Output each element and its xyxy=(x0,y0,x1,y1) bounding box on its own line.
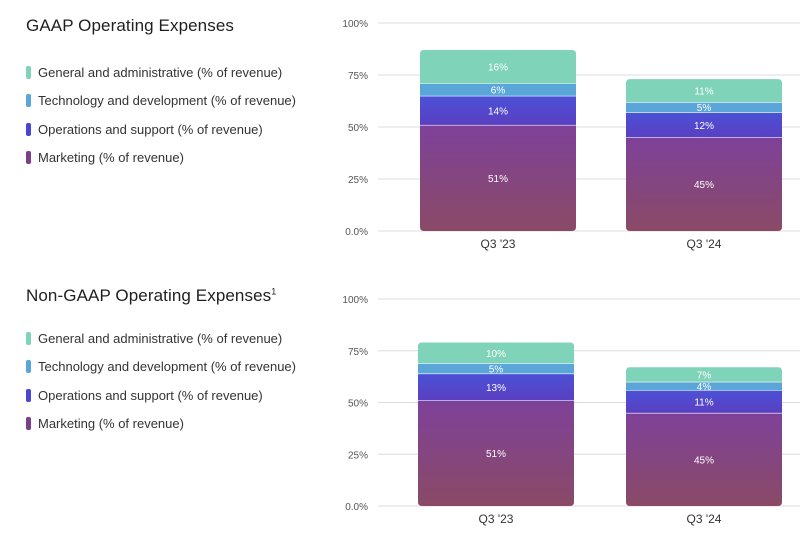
legend-label-general-admin: General and administrative (% of revenue… xyxy=(38,330,283,346)
gaap-chart-title: GAAP Operating Expenses xyxy=(26,16,234,36)
bar-segment-operations xyxy=(626,112,782,138)
bar-segment-marketing xyxy=(626,412,782,506)
x-tick-label: Q3 '24 xyxy=(687,237,722,251)
bar-data-label: 16% xyxy=(488,63,508,74)
x-tick-label: Q3 '24 xyxy=(687,512,722,526)
bar-data-label: 45% xyxy=(694,455,714,466)
legend-label-marketing: Marketing (% of revenue) xyxy=(38,150,184,166)
bar-segment-general-admin xyxy=(420,50,576,84)
y-tick-label: 50% xyxy=(348,399,368,410)
bar-data-label: 51% xyxy=(486,449,506,460)
y-tick-label: 0.0% xyxy=(345,227,368,238)
legend-item-marketing: Marketing (% of revenue) xyxy=(26,410,296,439)
bar-segment-general-admin xyxy=(418,342,574,364)
gaap-title-text: GAAP Operating Expenses xyxy=(26,16,234,35)
legend-item-technology: Technology and development (% of revenue… xyxy=(26,87,296,116)
y-tick-label: 25% xyxy=(348,450,368,461)
non-gaap-stacked-bar-chart: 0.0% 25% 50% 75% 100% 51% 13% 5% 10% Q3 '23 45% 11%… xyxy=(342,295,800,526)
non-gaap-chart-title: Non-GAAP Operating Expenses1 xyxy=(26,286,276,306)
legend-item-operations: Operations and support (% of revenue) xyxy=(26,381,296,410)
bar-segment-marketing xyxy=(626,137,782,231)
bar-data-label: 45% xyxy=(694,180,714,191)
gaap-stacked-bar-chart: 0.0% 25% 50% 75% 100% 51% 14% 6% 16% Q3 '23 45% 12%… xyxy=(342,19,800,251)
y-tick-label: 100% xyxy=(342,295,368,306)
non-gaap-title-text: Non-GAAP Operating Expenses xyxy=(26,286,272,305)
bar-segment-general-admin xyxy=(626,79,782,103)
legend-swatch-operations xyxy=(26,388,31,402)
bar-data-label: 7% xyxy=(697,371,712,382)
gaap-panel: GAAP Operating Expenses General and admi… xyxy=(0,0,811,270)
bar-segment-technology xyxy=(626,381,782,391)
y-tick-label: 75% xyxy=(348,71,368,82)
legend-item-operations: Operations and support (% of revenue) xyxy=(26,115,296,144)
legend-swatch-technology xyxy=(26,360,31,374)
non-gaap-footnote-mark: 1 xyxy=(271,286,277,297)
y-tick-label: 100% xyxy=(342,19,368,30)
bar-data-label: 11% xyxy=(694,87,713,98)
bar-data-label: 5% xyxy=(489,364,504,375)
legend-swatch-general-admin xyxy=(26,331,31,345)
legend-label-operations: Operations and support (% of revenue) xyxy=(38,387,263,403)
y-tick-label: 75% xyxy=(348,347,368,358)
legend-label-marketing: Marketing (% of revenue) xyxy=(38,416,184,432)
y-tick-label: 50% xyxy=(348,123,368,134)
legend-swatch-marketing xyxy=(26,151,31,165)
bar-data-label: 4% xyxy=(697,382,712,393)
bar-data-label: 5% xyxy=(697,103,712,114)
bar-data-label: 6% xyxy=(491,86,506,97)
bar-data-label: 12% xyxy=(694,121,714,132)
non-gaap-legend: General and administrative (% of revenue… xyxy=(26,324,296,438)
legend-swatch-general-admin xyxy=(26,65,31,79)
legend-label-operations: Operations and support (% of revenue) xyxy=(38,121,263,137)
legend-label-technology: Technology and development (% of revenue… xyxy=(38,359,296,375)
legend-item-general-admin: General and administrative (% of revenue… xyxy=(26,324,296,353)
bar-data-label: 51% xyxy=(488,174,508,185)
x-tick-label: Q3 '23 xyxy=(479,512,514,526)
y-tick-label: 0.0% xyxy=(345,502,368,513)
non-gaap-panel: Non-GAAP Operating Expenses1 General and… xyxy=(0,276,811,541)
bar-segment-technology xyxy=(418,363,574,374)
bar-segment-technology xyxy=(420,83,576,96)
bar-data-label: 13% xyxy=(486,383,506,394)
legend-swatch-operations xyxy=(26,122,31,136)
legend-item-general-admin: General and administrative (% of revenue… xyxy=(26,58,296,87)
legend-swatch-technology xyxy=(26,94,31,108)
legend-item-technology: Technology and development (% of revenue… xyxy=(26,353,296,382)
legend-swatch-marketing xyxy=(26,417,31,431)
bar-segment-operations xyxy=(626,390,782,413)
bar-segment-operations xyxy=(420,95,576,125)
bar-segment-marketing xyxy=(418,400,574,506)
bar-data-label: 10% xyxy=(486,349,506,360)
legend-item-marketing: Marketing (% of revenue) xyxy=(26,144,296,173)
bar-segment-general-admin xyxy=(626,367,782,382)
bar-segment-marketing xyxy=(420,124,576,231)
bar-data-label: 14% xyxy=(488,106,508,117)
gaap-legend: General and administrative (% of revenue… xyxy=(26,58,296,172)
legend-label-technology: Technology and development (% of revenue… xyxy=(38,93,296,109)
legend-label-general-admin: General and administrative (% of revenue… xyxy=(38,64,283,80)
bar-segment-operations xyxy=(418,373,574,401)
x-tick-label: Q3 '23 xyxy=(481,237,516,251)
y-tick-label: 25% xyxy=(348,175,368,186)
bar-segment-technology xyxy=(626,102,782,113)
bar-data-label: 11% xyxy=(694,397,713,408)
